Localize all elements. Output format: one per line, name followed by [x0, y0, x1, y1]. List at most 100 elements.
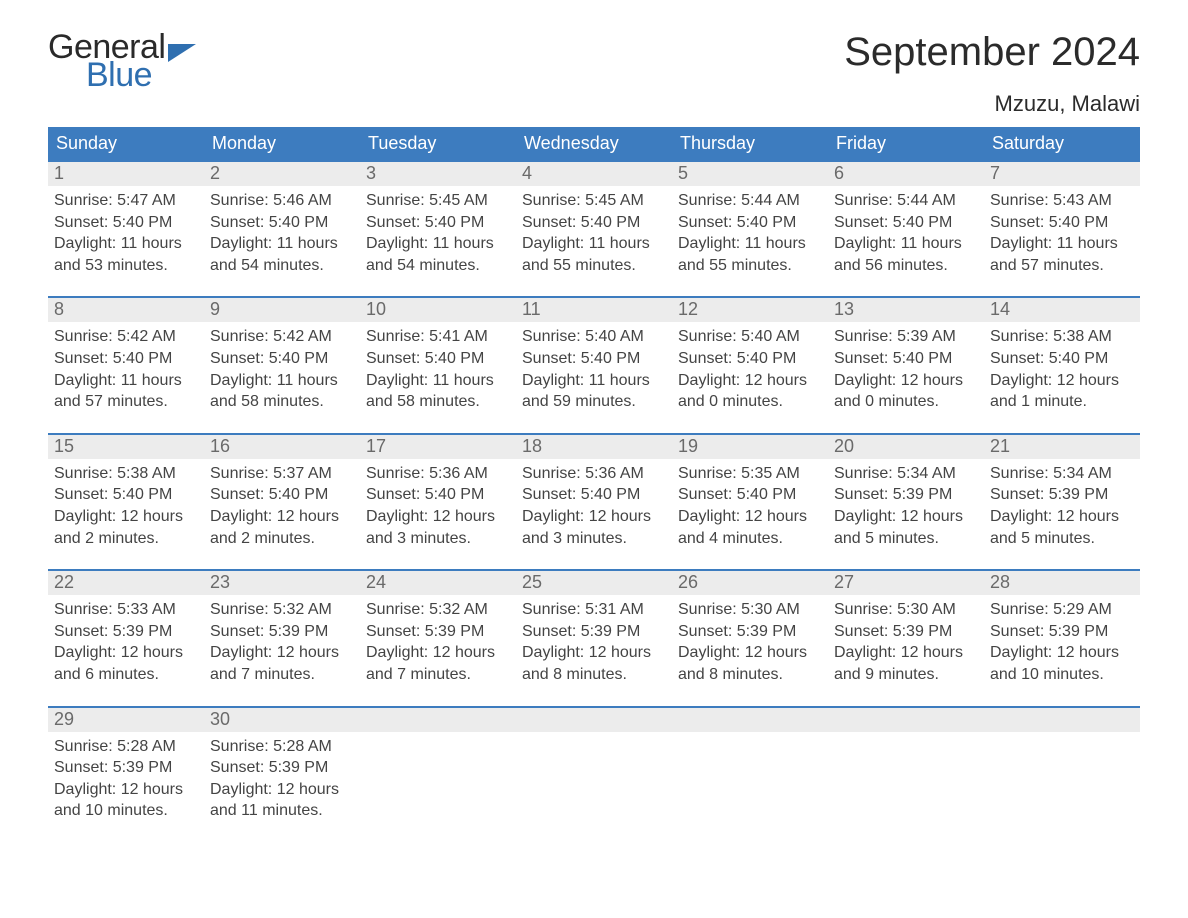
day-cell: 7Sunrise: 5:43 AMSunset: 5:40 PMDaylight… — [984, 162, 1140, 280]
sunrise-text: Sunrise: 5:32 AM — [366, 599, 510, 621]
sunset-text: Sunset: 5:40 PM — [678, 348, 822, 370]
sunrise-text: Sunrise: 5:35 AM — [678, 463, 822, 485]
week-row: 29Sunrise: 5:28 AMSunset: 5:39 PMDayligh… — [48, 706, 1140, 826]
sunset-text: Sunset: 5:39 PM — [990, 621, 1134, 643]
day-number — [984, 708, 1140, 732]
day-body: Sunrise: 5:42 AMSunset: 5:40 PMDaylight:… — [204, 322, 360, 416]
day-body: Sunrise: 5:47 AMSunset: 5:40 PMDaylight:… — [48, 186, 204, 280]
day-body: Sunrise: 5:46 AMSunset: 5:40 PMDaylight:… — [204, 186, 360, 280]
sunrise-text: Sunrise: 5:38 AM — [990, 326, 1134, 348]
day-number: 28 — [984, 571, 1140, 595]
week-row: 1Sunrise: 5:47 AMSunset: 5:40 PMDaylight… — [48, 160, 1140, 280]
sunset-text: Sunset: 5:39 PM — [54, 757, 198, 779]
daylight-text: Daylight: 11 hours and 59 minutes. — [522, 370, 666, 413]
daylight-text: Daylight: 12 hours and 9 minutes. — [834, 642, 978, 685]
day-number: 13 — [828, 298, 984, 322]
daylight-text: Daylight: 11 hours and 58 minutes. — [210, 370, 354, 413]
day-number: 8 — [48, 298, 204, 322]
day-body — [828, 732, 984, 824]
day-body — [516, 732, 672, 824]
sunset-text: Sunset: 5:40 PM — [834, 212, 978, 234]
title-block: September 2024 Mzuzu, Malawi — [844, 30, 1140, 117]
daylight-text: Daylight: 11 hours and 53 minutes. — [54, 233, 198, 276]
daylight-text: Daylight: 11 hours and 57 minutes. — [990, 233, 1134, 276]
day-cell: 20Sunrise: 5:34 AMSunset: 5:39 PMDayligh… — [828, 435, 984, 553]
daylight-text: Daylight: 12 hours and 0 minutes. — [834, 370, 978, 413]
day-cell — [360, 708, 516, 826]
day-number — [672, 708, 828, 732]
daylight-text: Daylight: 12 hours and 3 minutes. — [522, 506, 666, 549]
sunset-text: Sunset: 5:40 PM — [678, 212, 822, 234]
weekday-header-cell: Tuesday — [360, 127, 516, 160]
day-cell — [672, 708, 828, 826]
day-number: 21 — [984, 435, 1140, 459]
day-body: Sunrise: 5:38 AMSunset: 5:40 PMDaylight:… — [984, 322, 1140, 416]
sunset-text: Sunset: 5:39 PM — [522, 621, 666, 643]
day-number: 3 — [360, 162, 516, 186]
day-number: 18 — [516, 435, 672, 459]
day-body: Sunrise: 5:45 AMSunset: 5:40 PMDaylight:… — [516, 186, 672, 280]
sunrise-text: Sunrise: 5:46 AM — [210, 190, 354, 212]
daylight-text: Daylight: 12 hours and 2 minutes. — [54, 506, 198, 549]
day-number: 14 — [984, 298, 1140, 322]
logo-word-blue: Blue — [86, 58, 196, 92]
sunset-text: Sunset: 5:40 PM — [990, 212, 1134, 234]
day-cell: 17Sunrise: 5:36 AMSunset: 5:40 PMDayligh… — [360, 435, 516, 553]
sunset-text: Sunset: 5:40 PM — [678, 484, 822, 506]
day-cell: 27Sunrise: 5:30 AMSunset: 5:39 PMDayligh… — [828, 571, 984, 689]
day-number: 2 — [204, 162, 360, 186]
calendar: SundayMondayTuesdayWednesdayThursdayFrid… — [48, 127, 1140, 826]
calendar-body: 1Sunrise: 5:47 AMSunset: 5:40 PMDaylight… — [48, 160, 1140, 826]
day-cell: 23Sunrise: 5:32 AMSunset: 5:39 PMDayligh… — [204, 571, 360, 689]
sunset-text: Sunset: 5:39 PM — [210, 621, 354, 643]
daylight-text: Daylight: 12 hours and 7 minutes. — [366, 642, 510, 685]
day-body: Sunrise: 5:32 AMSunset: 5:39 PMDaylight:… — [204, 595, 360, 689]
weekday-header-cell: Friday — [828, 127, 984, 160]
day-cell: 11Sunrise: 5:40 AMSunset: 5:40 PMDayligh… — [516, 298, 672, 416]
day-number — [828, 708, 984, 732]
day-number: 4 — [516, 162, 672, 186]
daylight-text: Daylight: 11 hours and 58 minutes. — [366, 370, 510, 413]
sunrise-text: Sunrise: 5:36 AM — [366, 463, 510, 485]
sunrise-text: Sunrise: 5:34 AM — [834, 463, 978, 485]
day-body: Sunrise: 5:44 AMSunset: 5:40 PMDaylight:… — [672, 186, 828, 280]
day-cell: 21Sunrise: 5:34 AMSunset: 5:39 PMDayligh… — [984, 435, 1140, 553]
sunrise-text: Sunrise: 5:45 AM — [522, 190, 666, 212]
sunrise-text: Sunrise: 5:30 AM — [678, 599, 822, 621]
week-row: 22Sunrise: 5:33 AMSunset: 5:39 PMDayligh… — [48, 569, 1140, 689]
sunrise-text: Sunrise: 5:32 AM — [210, 599, 354, 621]
day-cell: 13Sunrise: 5:39 AMSunset: 5:40 PMDayligh… — [828, 298, 984, 416]
day-body: Sunrise: 5:32 AMSunset: 5:39 PMDaylight:… — [360, 595, 516, 689]
day-cell: 26Sunrise: 5:30 AMSunset: 5:39 PMDayligh… — [672, 571, 828, 689]
daylight-text: Daylight: 12 hours and 5 minutes. — [834, 506, 978, 549]
day-number: 27 — [828, 571, 984, 595]
weekday-header-cell: Saturday — [984, 127, 1140, 160]
sunrise-text: Sunrise: 5:33 AM — [54, 599, 198, 621]
daylight-text: Daylight: 12 hours and 8 minutes. — [522, 642, 666, 685]
day-number: 12 — [672, 298, 828, 322]
sunset-text: Sunset: 5:40 PM — [210, 212, 354, 234]
day-body: Sunrise: 5:42 AMSunset: 5:40 PMDaylight:… — [48, 322, 204, 416]
day-body: Sunrise: 5:39 AMSunset: 5:40 PMDaylight:… — [828, 322, 984, 416]
day-cell: 12Sunrise: 5:40 AMSunset: 5:40 PMDayligh… — [672, 298, 828, 416]
day-body: Sunrise: 5:34 AMSunset: 5:39 PMDaylight:… — [984, 459, 1140, 553]
day-number: 7 — [984, 162, 1140, 186]
day-number: 26 — [672, 571, 828, 595]
sunset-text: Sunset: 5:40 PM — [522, 212, 666, 234]
day-body: Sunrise: 5:41 AMSunset: 5:40 PMDaylight:… — [360, 322, 516, 416]
day-number: 17 — [360, 435, 516, 459]
daylight-text: Daylight: 12 hours and 10 minutes. — [54, 779, 198, 822]
daylight-text: Daylight: 11 hours and 55 minutes. — [678, 233, 822, 276]
day-body — [672, 732, 828, 824]
weekday-header-cell: Wednesday — [516, 127, 672, 160]
sunrise-text: Sunrise: 5:28 AM — [54, 736, 198, 758]
sunrise-text: Sunrise: 5:37 AM — [210, 463, 354, 485]
day-cell: 4Sunrise: 5:45 AMSunset: 5:40 PMDaylight… — [516, 162, 672, 280]
day-number: 10 — [360, 298, 516, 322]
daylight-text: Daylight: 12 hours and 0 minutes. — [678, 370, 822, 413]
day-cell: 5Sunrise: 5:44 AMSunset: 5:40 PMDaylight… — [672, 162, 828, 280]
sunrise-text: Sunrise: 5:31 AM — [522, 599, 666, 621]
day-body: Sunrise: 5:30 AMSunset: 5:39 PMDaylight:… — [672, 595, 828, 689]
day-body — [984, 732, 1140, 824]
day-body: Sunrise: 5:37 AMSunset: 5:40 PMDaylight:… — [204, 459, 360, 553]
